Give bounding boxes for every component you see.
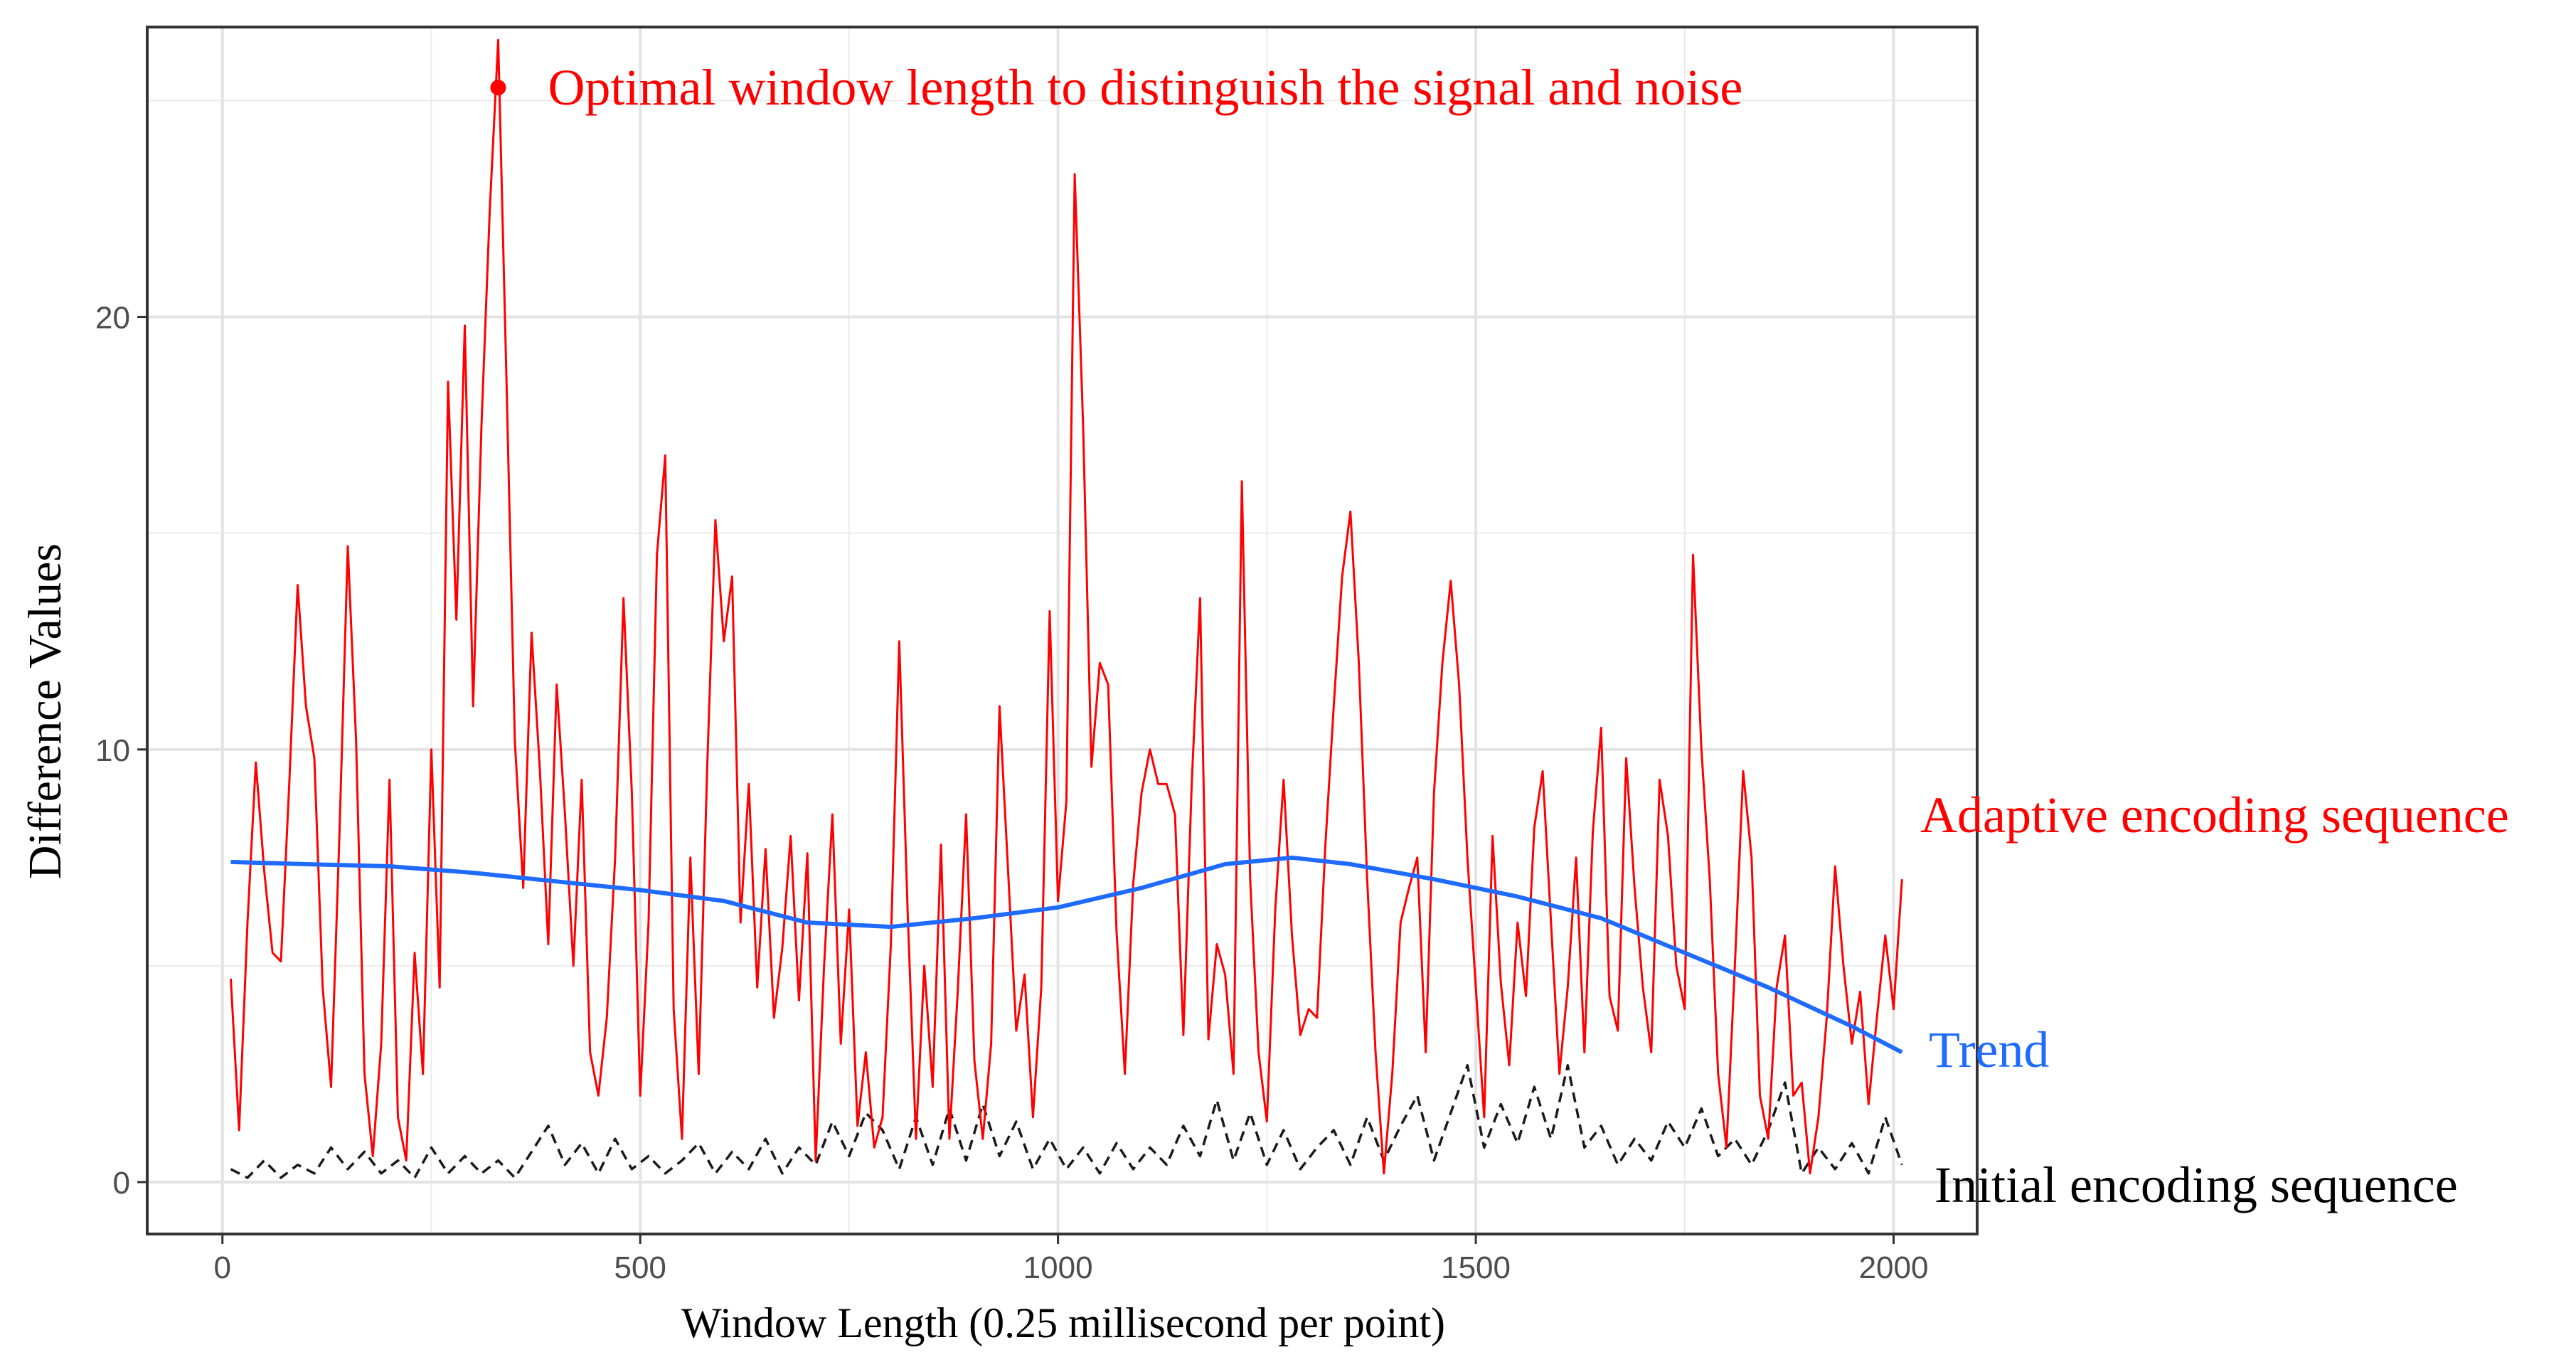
axis-ticks: 0 500 1000 1500 2000 0 10 20 bbox=[95, 301, 1928, 1285]
x-axis-title: Window Length (0.25 millisecond per poin… bbox=[681, 1299, 1445, 1346]
y-tick-label: 20 bbox=[95, 301, 130, 336]
y-axis-title: Difference Values bbox=[19, 543, 71, 879]
optimal-peak-marker bbox=[490, 80, 506, 96]
x-tick-label: 2000 bbox=[1859, 1250, 1929, 1285]
initial-encoding-line bbox=[230, 1064, 1903, 1179]
trend-line bbox=[230, 855, 1903, 1055]
label-trend: Trend bbox=[1929, 1021, 2049, 1078]
label-initial-encoding-sequence: Initial encoding sequence bbox=[1934, 1156, 2458, 1213]
x-tick-label: 0 bbox=[213, 1250, 230, 1285]
x-tick-label: 1000 bbox=[1023, 1250, 1093, 1285]
series-layer bbox=[230, 38, 1903, 1179]
y-tick-label: 0 bbox=[113, 1166, 130, 1201]
x-tick-label: 500 bbox=[614, 1250, 666, 1285]
optimal-annotation: Optimal window length to distinguish the… bbox=[548, 59, 1742, 116]
grid bbox=[147, 27, 1977, 1234]
plot-border bbox=[146, 26, 1979, 1235]
x-tick-label: 1500 bbox=[1441, 1250, 1511, 1285]
y-tick-label: 10 bbox=[95, 733, 130, 768]
adaptive-encoding-line bbox=[230, 38, 1903, 1175]
label-adaptive-encoding-sequence: Adaptive encoding sequence bbox=[1920, 787, 2509, 844]
